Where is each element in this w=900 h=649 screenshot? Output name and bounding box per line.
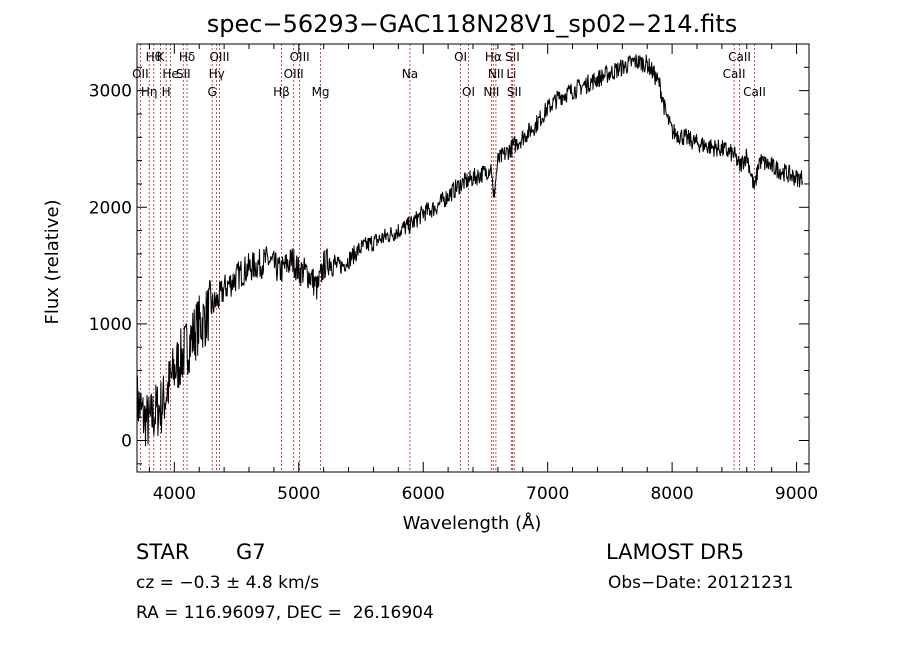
y-tick-label: 1000 xyxy=(89,315,132,335)
line-label: K xyxy=(157,50,166,64)
line-label: CaII xyxy=(723,67,746,81)
line-label: Li xyxy=(506,67,516,81)
coordinates-text: RA = 116.96097, DEC = 26.16904 xyxy=(136,603,434,623)
x-tick-label: 8000 xyxy=(650,484,693,504)
chart-title: spec−56293−GAC118N28V1_sp02−214.fits xyxy=(207,10,737,38)
object-class: STAR xyxy=(136,540,190,564)
line-label: NII xyxy=(488,67,504,81)
x-tick-label: 7000 xyxy=(526,484,569,504)
line-label: SII xyxy=(505,50,520,64)
y-tick-label: 2000 xyxy=(89,198,132,218)
y-tick-label: 0 xyxy=(121,432,132,452)
line-label: Hβ xyxy=(273,85,290,99)
x-tick-label: 6000 xyxy=(402,484,445,504)
line-label: OIII xyxy=(209,50,229,64)
line-label: OIII xyxy=(290,50,310,64)
survey-label: LAMOST DR5 xyxy=(606,540,745,564)
line-label: Hγ xyxy=(209,67,225,81)
plot-frame xyxy=(136,43,810,473)
line-label: OII xyxy=(132,67,149,81)
line-label: NII xyxy=(483,85,499,99)
obs-date: Obs−Date: 20121231 xyxy=(608,573,794,593)
y-axis-label: Flux (relative) xyxy=(42,199,63,324)
line-label: Hδ xyxy=(179,50,195,64)
line-label: H xyxy=(162,85,171,99)
line-label: CaII xyxy=(743,85,766,99)
line-label: OI xyxy=(462,85,475,99)
y-tick-label: 3000 xyxy=(89,82,132,102)
line-label: OI xyxy=(454,50,467,64)
x-axis-label: Wavelength (Å) xyxy=(403,512,542,534)
line-label: OIII xyxy=(284,67,304,81)
velocity-text: cz = −0.3 ± 4.8 km/s xyxy=(136,573,320,593)
axes: 4000 5000 6000 7000 8000 9000 0 1000 2000 3000 xyxy=(89,43,818,504)
x-tick-label: 4000 xyxy=(153,484,196,504)
line-label: SII xyxy=(507,85,522,99)
x-tick-label: 5000 xyxy=(277,484,320,504)
spectrum-line xyxy=(136,54,803,447)
x-tick-label: 9000 xyxy=(775,484,818,504)
line-label: Hθ xyxy=(146,50,162,64)
object-subclass: G7 xyxy=(236,540,266,564)
line-label: Hα xyxy=(485,50,502,64)
line-label: CaII xyxy=(728,50,751,64)
line-label: SII xyxy=(176,67,191,81)
line-label: G xyxy=(208,85,217,99)
line-label: Mg xyxy=(312,85,330,99)
line-label: Na xyxy=(402,67,418,81)
line-label: Hη xyxy=(141,85,158,99)
